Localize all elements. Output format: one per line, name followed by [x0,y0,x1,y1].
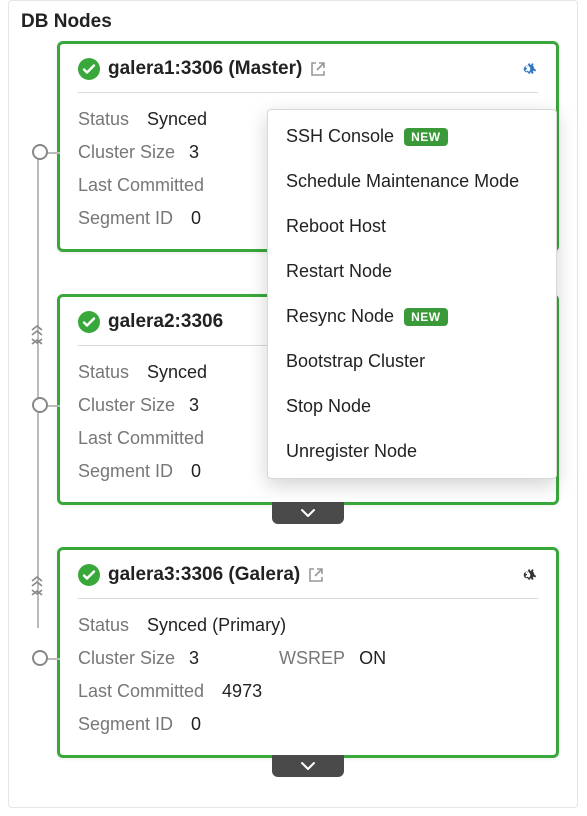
value-status: Synced [147,362,207,383]
connector-dot [32,144,48,160]
db-nodes-panel: DB Nodes galera1:3306 (Master) [8,0,578,808]
new-badge: NEW [404,128,448,146]
status-ok-icon [78,58,100,80]
node-header: galera1:3306 (Master) [78,58,538,88]
chevron-down-icon [300,761,316,771]
row-segment: Segment ID 0 [78,708,538,741]
gear-icon[interactable] [516,59,538,79]
divider [78,92,538,93]
menu-item-ssh-console[interactable]: SSH Console NEW [268,114,556,159]
value-segment-id: 0 [191,208,201,229]
label-last-committed: Last Committed [78,175,204,196]
vchevrons-icon [29,324,45,346]
value-cluster-size: 3 [189,142,199,163]
row-status: Status Synced (Primary) [78,609,538,642]
label-cluster-size: Cluster Size [78,648,175,669]
menu-item-bootstrap-cluster[interactable]: Bootstrap Cluster [268,339,556,384]
menu-item-reboot-host[interactable]: Reboot Host [268,204,556,249]
value-status: Synced [147,109,207,130]
label-status: Status [78,615,129,636]
node-title: galera2:3306 [108,311,223,333]
connector-dot [32,650,48,666]
expand-tab[interactable] [272,502,344,524]
value-cluster-size: 3 [189,648,199,669]
node-actions-menu: SSH Console NEW Schedule Maintenance Mod… [267,109,557,479]
status-ok-icon [78,311,100,333]
new-badge: NEW [404,308,448,326]
menu-item-label: Unregister Node [286,441,417,462]
label-status: Status [78,109,129,130]
label-last-committed: Last Committed [78,428,204,449]
label-segment-id: Segment ID [78,714,173,735]
node-card: galera3:3306 (Galera) Status Synced (Pri… [57,547,559,758]
value-wsrep: ON [359,648,386,669]
menu-item-unregister-node[interactable]: Unregister Node [268,429,556,474]
value-last-committed: 4973 [222,681,262,702]
label-segment-id: Segment ID [78,208,173,229]
vchevrons-icon [29,575,45,597]
node-title: galera3:3306 (Galera) [108,564,300,586]
menu-item-label: Bootstrap Cluster [286,351,425,372]
menu-item-schedule-maintenance[interactable]: Schedule Maintenance Mode [268,159,556,204]
label-status: Status [78,362,129,383]
menu-item-stop-node[interactable]: Stop Node [268,384,556,429]
menu-item-label: SSH Console [286,126,394,147]
menu-item-resync-node[interactable]: Resync Node NEW [268,294,556,339]
menu-item-label: Stop Node [286,396,371,417]
menu-item-restart-node[interactable]: Restart Node [268,249,556,294]
menu-item-label: Restart Node [286,261,392,282]
external-link-icon[interactable] [308,567,324,583]
label-wsrep: WSREP [279,648,345,669]
row-last-committed: Last Committed 4973 [78,675,538,708]
node-header: galera3:3306 (Galera) [78,564,538,594]
value-segment-id: 0 [191,714,201,735]
gear-icon[interactable] [516,565,538,585]
chevron-down-icon [300,508,316,518]
status-ok-icon [78,564,100,586]
menu-item-label: Reboot Host [286,216,386,237]
label-cluster-size: Cluster Size [78,142,175,163]
label-segment-id: Segment ID [78,461,173,482]
menu-item-label: Resync Node [286,306,394,327]
value-cluster-size: 3 [189,395,199,416]
panel-title: DB Nodes [9,1,577,41]
connector-vline [37,151,39,628]
menu-item-label: Schedule Maintenance Mode [286,171,519,192]
divider [78,598,538,599]
external-link-icon[interactable] [310,61,326,77]
value-status: Synced (Primary) [147,615,286,636]
label-cluster-size: Cluster Size [78,395,175,416]
value-segment-id: 0 [191,461,201,482]
expand-tab[interactable] [272,755,344,777]
row-cluster: Cluster Size 3 WSREP ON [78,642,538,675]
label-last-committed: Last Committed [78,681,204,702]
connector-dot [32,397,48,413]
node-title: galera1:3306 (Master) [108,58,302,80]
